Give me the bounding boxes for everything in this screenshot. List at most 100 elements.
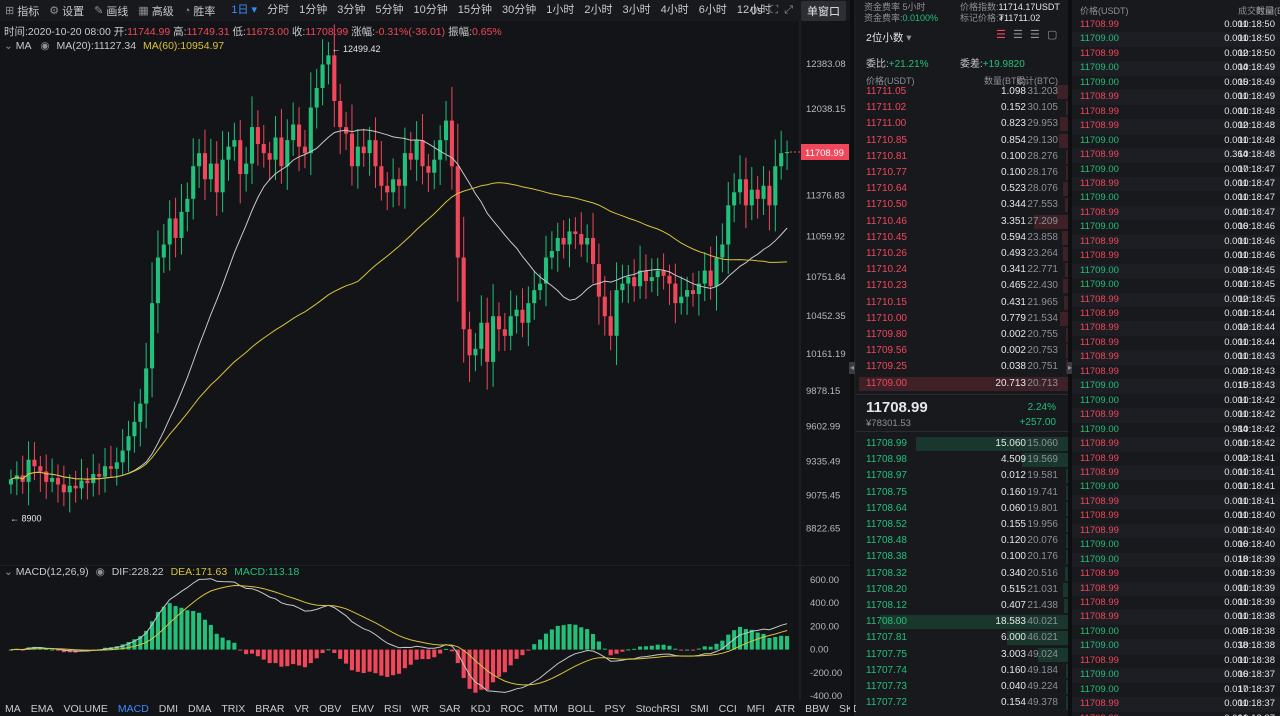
indicator-bbw[interactable]: BBW (805, 702, 829, 715)
bid-row[interactable]: 11708.52 0.155 19.956 (856, 517, 1068, 533)
indicator-psy[interactable]: PSY (604, 702, 626, 715)
indicator-kdj[interactable]: KDJ (470, 702, 491, 715)
collapse-left-icon[interactable]: ◂ (849, 362, 855, 374)
bid-row[interactable]: 11708.75 0.160 19.741 (856, 485, 1068, 501)
bid-row[interactable]: 11708.99 15.060 15.060 (856, 436, 1068, 452)
book-view-both-icon[interactable]: ☰ (996, 29, 1006, 41)
ask-row[interactable]: 11709.80 0.002 20.755 (856, 327, 1068, 343)
bid-row[interactable]: 11708.12 0.407 21.438 (856, 598, 1068, 614)
timeframe-5[interactable]: 10分钟 (413, 4, 448, 16)
bid-row[interactable]: 11708.48 0.120 20.076 (856, 533, 1068, 549)
ask-row[interactable]: 11711.00 0.823 29.953 (856, 116, 1068, 132)
bid-row[interactable]: 11708.64 0.060 19.801 (856, 501, 1068, 517)
indicator-ma[interactable]: MA (5, 702, 21, 715)
advanced-button[interactable]: ▦ 高级 (138, 5, 174, 18)
ask-row[interactable]: 11710.26 0.493 23.264 (856, 246, 1068, 262)
ask-row[interactable]: 11710.15 0.431 21.965 (856, 295, 1068, 311)
indicator-obv[interactable]: OBV (319, 702, 342, 715)
indicator-volume[interactable]: VOLUME (63, 702, 108, 715)
ask-row[interactable]: 11710.85 0.854 29.130 (856, 133, 1068, 149)
winrate-button[interactable]: ◔ 胜率 (183, 4, 216, 18)
indicator-dmi[interactable]: DMI (158, 702, 179, 715)
settings-button[interactable]: ⚙ 设置 (49, 5, 85, 18)
indicator-trix[interactable]: TRIX (221, 702, 246, 715)
ask-row[interactable]: 11709.56 0.002 20.753 (856, 343, 1068, 359)
indicators-button[interactable]: ⊞ 指标 (5, 5, 40, 18)
bid-row[interactable]: 11708.38 0.100 20.176 (856, 549, 1068, 565)
timeframe-3[interactable]: 3分钟 (337, 4, 366, 16)
trade-list[interactable]: 11708.99 0.001 10:18:50 11709.00 0.001 10:18:… (1072, 18, 1280, 716)
bid-row[interactable]: 11707.81 6.000 46.021 (856, 630, 1068, 646)
ask-row[interactable]: 11710.23 0.465 22.430 (856, 278, 1068, 294)
ask-row[interactable]: 11710.81 0.100 28.276 (856, 149, 1068, 165)
ask-row[interactable]: 11709.00 20.713 20.713 (856, 376, 1068, 392)
timeframe-9[interactable]: 2小时 (584, 4, 613, 16)
precision-select[interactable]: 2位小数 ▾ (866, 32, 912, 44)
bid-row[interactable]: 11707.74 0.160 49.184 (856, 663, 1068, 679)
indicator-stochrsi[interactable]: StochRSI (635, 702, 680, 715)
timeframe-7[interactable]: 30分钟 (501, 4, 537, 16)
bid-row[interactable]: 11708.97 0.012 19.581 (856, 468, 1068, 484)
ask-row[interactable]: 11709.25 0.038 20.751 (856, 359, 1068, 375)
timeframe-10[interactable]: 3小时 (622, 4, 651, 16)
bid-row[interactable]: 11707.72 0.154 49.378 (856, 695, 1068, 711)
indicator-ema[interactable]: EMA (30, 702, 54, 715)
timeframe-6[interactable]: 15分钟 (457, 4, 492, 16)
ask-row[interactable]: 11710.46 3.351 27.209 (856, 214, 1068, 230)
eye-icon[interactable]: ◉ (40, 40, 50, 52)
ask-row[interactable]: 11711.02 0.152 30.105 (856, 100, 1068, 116)
macd-chart[interactable]: 600.00 400.00 200.00 0.00 -200.00 -400.00 (0, 565, 850, 701)
indicator-roc[interactable]: ROC (500, 702, 524, 715)
book-view-asks-icon[interactable]: ☰ (1013, 29, 1023, 41)
collapse-icon[interactable]: ⌄ (4, 566, 13, 578)
indicator-cci[interactable]: CCI (718, 702, 737, 715)
indicator-brar[interactable]: BRAR (255, 702, 285, 715)
window-mode-button[interactable]: 单窗口 (801, 0, 846, 21)
timeframe-4[interactable]: 5分钟 (375, 4, 404, 16)
timeframe-0[interactable]: 1日 ▾ (231, 4, 258, 16)
timeframe-11[interactable]: 4小时 (660, 4, 689, 16)
collapse-icon[interactable]: ⌄ (4, 40, 13, 52)
bid-row[interactable]: 11708.32 0.340 20.516 (856, 566, 1068, 582)
bid-row[interactable]: 11708.98 4.509 19.569 (856, 452, 1068, 468)
eye-icon[interactable]: ◉ (95, 566, 105, 578)
indicator-mtm[interactable]: MTM (533, 702, 558, 715)
book-view-bids-icon[interactable]: ☰ (1030, 29, 1040, 41)
indicator-emv[interactable]: EMV (351, 702, 375, 715)
indicator-vr[interactable]: VR (294, 702, 310, 715)
indicator-dma[interactable]: DMA (188, 702, 212, 715)
draw-button[interactable]: ✎ 画线 (94, 5, 129, 18)
timeframe-1[interactable]: 分时 (267, 4, 290, 16)
indicator-atr[interactable]: ATR (774, 702, 796, 715)
indicator-smi[interactable]: SMI (689, 702, 709, 715)
bid-row[interactable]: 11708.20 0.515 21.031 (856, 582, 1068, 598)
indicator-macd[interactable]: MACD (117, 702, 149, 715)
collapse-right-icon[interactable]: ▸ (1067, 362, 1073, 374)
timeframe-2[interactable]: 1分钟 (299, 4, 328, 16)
ask-row[interactable]: 11711.05 1.098 31.203 (856, 84, 1068, 100)
bid-row[interactable]: 11708.00 18.583 40.021 (856, 614, 1068, 630)
chart-pane[interactable]: ⊞ 指标 ⚙ 设置 ✎ 画线 ▦ 高级 ◔ 胜率 1日 ▾ 分时 1分钟 3分钟 5分钟 10分钟 1… (0, 0, 900, 716)
timeframe-8[interactable]: 1小时 (546, 4, 575, 16)
fullscreen-icon[interactable]: ⛶ (770, 4, 779, 16)
ask-row[interactable]: 11710.24 0.341 22.771 (856, 262, 1068, 278)
indicator-sar[interactable]: SAR (439, 702, 461, 715)
candlestick-chart[interactable]: 12383.08 12038.15 11376.83 11059.92 10751.84… (0, 21, 850, 566)
ask-row[interactable]: 11710.77 0.100 28.176 (856, 165, 1068, 181)
expand-icon[interactable]: ⤢ (784, 4, 793, 16)
indicator-rsi[interactable]: RSI (384, 702, 402, 715)
pane-divider[interactable] (1068, 0, 1072, 716)
ask-row[interactable]: 11710.50 0.344 27.553 (856, 197, 1068, 213)
indicator-mfi[interactable]: MFI (746, 702, 765, 715)
indicator-wr[interactable]: WR (411, 702, 430, 715)
ask-row[interactable]: 11710.00 0.779 21.534 (856, 311, 1068, 327)
bid-row[interactable]: 11707.73 0.040 49.224 (856, 679, 1068, 695)
indicator-boll[interactable]: BOLL (567, 702, 595, 715)
timeframe-12[interactable]: 6小时 (698, 4, 727, 16)
pane-divider[interactable] (850, 0, 854, 716)
ask-row[interactable]: 11710.64 0.523 28.076 (856, 181, 1068, 197)
timeframe-13[interactable]: 12小时 (736, 4, 772, 16)
bid-row[interactable]: 11707.75 3.003 49.024 (856, 647, 1068, 663)
book-layout-icon[interactable]: ▢ (1047, 29, 1058, 41)
ask-row[interactable]: 11710.45 0.594 23.858 (856, 230, 1068, 246)
